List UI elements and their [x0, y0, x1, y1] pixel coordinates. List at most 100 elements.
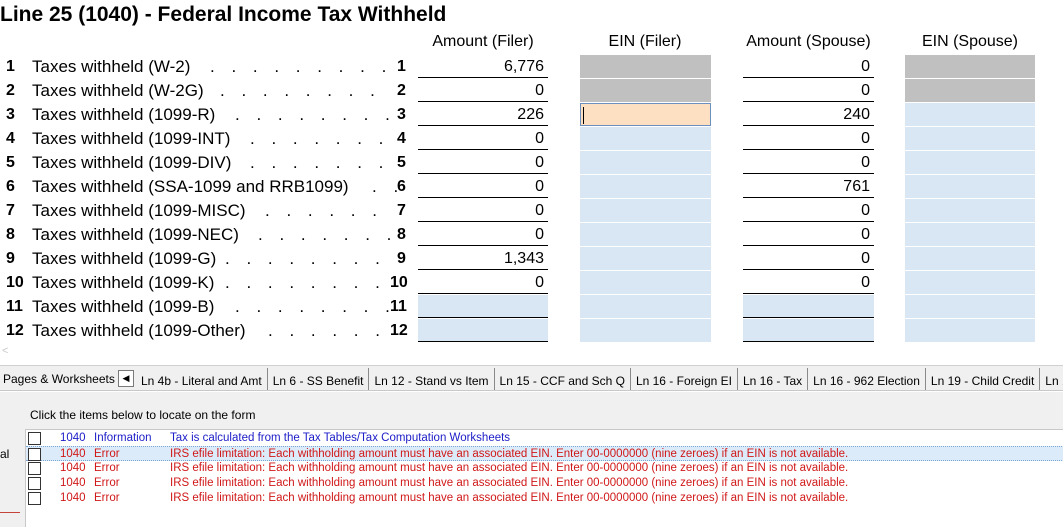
ein-filer-field[interactable] [580, 271, 711, 294]
ein-spouse-field[interactable] [905, 79, 1035, 102]
row-label: Taxes withheld (SSA-1099 and RRB1099) [32, 177, 349, 196]
amount-filer-field[interactable]: 0 [418, 151, 548, 174]
worksheet-tab[interactable]: Ln 16 - 962 Election [808, 368, 926, 390]
side-panel-label: al [0, 447, 10, 461]
ein-spouse-field[interactable] [905, 247, 1035, 270]
message-checkbox[interactable] [28, 462, 41, 475]
message-instruction: Click the items below to locate on the f… [30, 408, 256, 422]
amount-spouse-field[interactable]: 0 [743, 199, 874, 222]
amount-spouse-field[interactable]: 0 [743, 127, 874, 150]
ein-filer-field[interactable] [580, 247, 711, 270]
line-number: 7 [397, 202, 406, 219]
table-row: 5 Taxes withheld (1099-DIV) . . . . . . . 5… [0, 151, 1063, 175]
amount-spouse-field[interactable]: 0 [743, 271, 874, 294]
pages-worksheets-label: Pages & Worksheets [3, 372, 115, 386]
ein-spouse-field[interactable] [905, 175, 1035, 198]
row-label: Taxes withheld (1099-Other) [32, 321, 246, 340]
worksheet-tab[interactable]: Ln 19 - I [1040, 368, 1063, 390]
amount-spouse-field[interactable]: 0 [743, 247, 874, 270]
ein-filer-field[interactable] [580, 295, 711, 318]
message-checkbox[interactable] [28, 432, 41, 445]
message-type: Error [94, 492, 120, 504]
message-form: 1040 [60, 477, 86, 489]
ein-filer-field[interactable] [580, 55, 711, 78]
amount-filer-field[interactable]: 0 [418, 79, 548, 102]
amount-filer-field[interactable] [418, 295, 548, 318]
row-number: 4 [6, 130, 15, 147]
worksheet-tab[interactable]: Ln 12 - Stand vs Item [369, 368, 495, 390]
amount-spouse-field[interactable] [743, 295, 874, 318]
amount-filer-field[interactable]: 0 [418, 199, 548, 222]
message-form: 1040 [60, 448, 86, 460]
ein-spouse-field[interactable] [905, 127, 1035, 150]
amount-spouse-field[interactable]: 0 [743, 55, 874, 78]
text-cursor [583, 107, 584, 124]
ein-spouse-field[interactable] [905, 319, 1035, 342]
message-row[interactable]: 1040 Error IRS efile limitation: Each with… [26, 446, 1063, 461]
ein-spouse-field[interactable] [905, 271, 1035, 294]
amount-filer-field[interactable]: 0 [418, 223, 548, 246]
worksheet-tab[interactable]: Ln 6 - SS Benefit [268, 368, 370, 390]
ein-filer-field[interactable] [580, 223, 711, 246]
message-checkbox[interactable] [28, 477, 41, 490]
ein-filer-field[interactable] [580, 151, 711, 174]
row-number: 8 [6, 226, 15, 243]
ein-spouse-field[interactable] [905, 151, 1035, 174]
line-number: 12 [390, 322, 408, 339]
worksheet-tab[interactable]: Ln 15 - CCF and Sch Q [495, 368, 631, 390]
column-header-amount-spouse: Amount (Spouse) [746, 33, 871, 50]
line-number: 8 [397, 226, 406, 243]
ein-filer-field[interactable] [580, 175, 711, 198]
message-checkbox[interactable] [28, 492, 41, 505]
amount-filer-field[interactable]: 6,776 [418, 55, 548, 78]
amount-filer-field[interactable]: 0 [418, 127, 548, 150]
ein-filer-field[interactable] [580, 127, 711, 150]
row-label: Taxes withheld (1099-G) [32, 249, 217, 268]
ein-filer-field[interactable] [580, 79, 711, 102]
ein-filer-field[interactable] [580, 319, 711, 342]
page-title: Line 25 (1040) - Federal Income Tax With… [0, 3, 447, 26]
amount-filer-field[interactable] [418, 319, 548, 342]
line-number: 11 [390, 298, 407, 315]
leader-dots: . . . . . . . [250, 129, 390, 148]
worksheet-tab[interactable]: Ln 16 - Foreign EI [631, 368, 738, 390]
worksheet-tab[interactable]: Ln 16 - Tax [738, 368, 809, 390]
message-row[interactable]: 1040 Error IRS efile limitation: Each with… [26, 476, 1063, 491]
amount-spouse-field[interactable]: 0 [743, 79, 874, 102]
row-number: 6 [6, 178, 15, 195]
ein-spouse-field[interactable] [905, 55, 1035, 78]
leader-dots: . . . . . . [268, 321, 386, 340]
column-header-amount-filer: Amount (Filer) [432, 33, 534, 50]
worksheet-tab-bar: Pages & Worksheets ◀ Ln 4b - Literal and… [0, 365, 1063, 391]
amount-spouse-field[interactable] [743, 319, 874, 342]
ein-spouse-field[interactable] [905, 103, 1035, 126]
amount-spouse-field[interactable]: 0 [743, 223, 874, 246]
message-checkbox[interactable] [28, 448, 41, 461]
ein-filer-field[interactable] [580, 199, 711, 222]
worksheet-tab[interactable]: Ln 19 - Child Credit [926, 368, 1041, 390]
ein-spouse-field[interactable] [905, 295, 1035, 318]
message-row[interactable]: 1040 Error IRS efile limitation: Each with… [26, 461, 1063, 476]
scroll-left-arrow-icon[interactable]: < [2, 345, 9, 357]
amount-filer-field[interactable]: 0 [418, 271, 548, 294]
amount-spouse-field[interactable]: 240 [743, 103, 874, 126]
worksheet-tab[interactable]: Ln 4b - Literal and Amt [136, 368, 268, 390]
message-row[interactable]: 1040 Information Tax is calculated from th… [26, 431, 1063, 446]
message-row[interactable]: 1040 Error IRS efile limitation: Each with… [26, 491, 1063, 506]
column-header-ein-filer: EIN (Filer) [608, 33, 682, 50]
ein-spouse-field[interactable] [905, 223, 1035, 246]
amount-filer-field[interactable]: 1,343 [418, 247, 548, 270]
row-label: Taxes withheld (W-2) [32, 57, 191, 76]
amount-spouse-field[interactable]: 761 [743, 175, 874, 198]
ein-filer-field[interactable] [580, 103, 711, 126]
amount-spouse-field[interactable]: 0 [743, 151, 874, 174]
row-number: 12 [6, 322, 24, 339]
leader-dots: . . . . . . . . [225, 273, 386, 292]
message-type: Error [94, 448, 120, 460]
ein-spouse-field[interactable] [905, 199, 1035, 222]
amount-filer-field[interactable]: 226 [418, 103, 548, 126]
amount-filer-field[interactable]: 0 [418, 175, 548, 198]
tab-scroll-left-icon[interactable]: ◀ [118, 370, 134, 387]
message-form: 1040 [60, 492, 86, 504]
